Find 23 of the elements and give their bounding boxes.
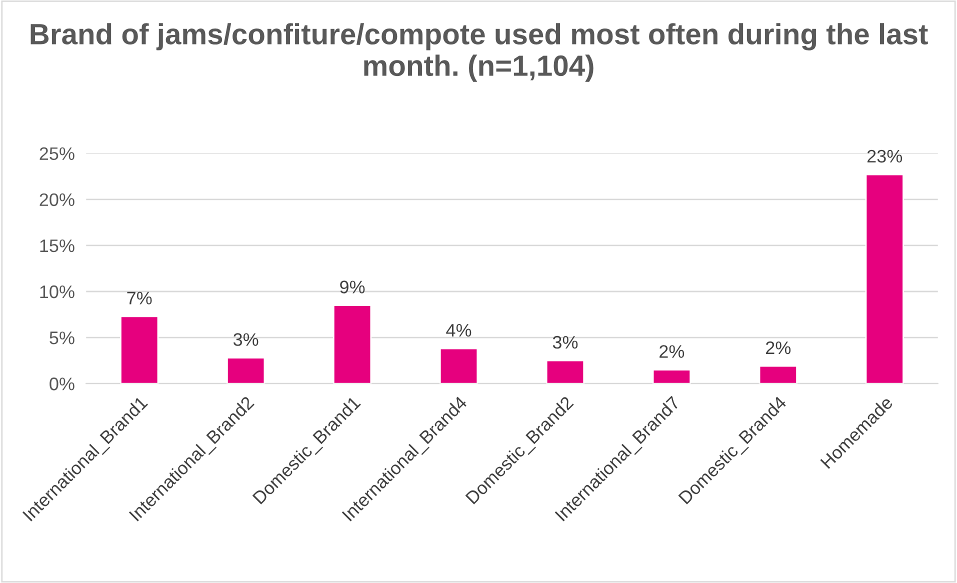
y-tick-label: 5% (50, 332, 74, 344)
bar (439, 348, 478, 384)
chart-title: Brand of jams/confiture/compote used most often during the last month. (n=1,104) (30, 23, 928, 82)
data-label: 2% (766, 341, 791, 354)
data-label: 23% (867, 150, 902, 163)
bar (652, 369, 692, 384)
bar (226, 357, 266, 384)
data-label: 9% (340, 280, 365, 294)
y-tick-label: 20% (40, 193, 74, 206)
y-tick-label: 15% (40, 239, 74, 252)
data-label: 4% (446, 324, 472, 337)
bar (758, 365, 798, 384)
bar (332, 304, 372, 384)
data-label: 3% (233, 333, 258, 346)
y-tick-label: 25% (40, 147, 74, 160)
data-label: 3% (552, 336, 578, 349)
y-tick-label: 10% (40, 285, 74, 298)
bar (120, 316, 159, 384)
bar (546, 360, 585, 384)
y-tick-label: 0% (50, 378, 74, 390)
bar (865, 174, 904, 384)
data-label: 2% (660, 345, 684, 358)
data-label: 7% (127, 292, 152, 304)
